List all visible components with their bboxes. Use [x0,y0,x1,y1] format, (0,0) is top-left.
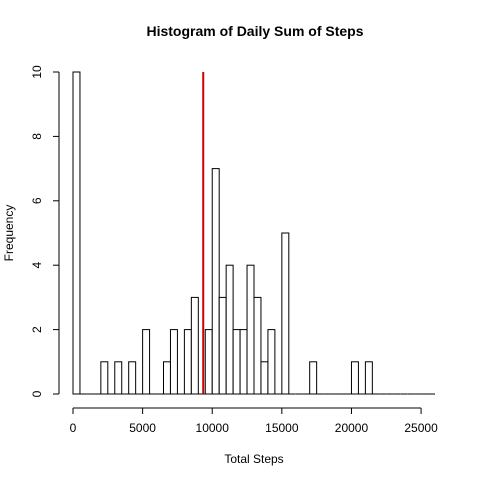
y-tick-label: 6 [30,197,44,204]
histogram-bar [114,361,123,395]
x-tick-label: 10000 [196,421,230,435]
x-tick-label: 5000 [129,421,156,435]
histogram-bar [350,361,359,395]
histogram-bar [364,361,373,395]
histogram-bar [190,296,199,395]
y-tick-label: 2 [30,326,44,333]
x-tick-label: 25000 [404,421,438,435]
x-tick-label: 20000 [335,421,369,435]
histogram-bar [142,329,151,395]
y-tick-label: 10 [30,65,44,79]
histogram-bar [232,329,241,395]
histogram-bar [72,71,81,395]
histogram-bar [128,361,137,395]
histogram-bar [267,329,276,395]
histogram-bar [163,361,171,395]
histogram-bar [100,361,109,395]
x-tick-label: 15000 [265,421,299,435]
y-tick-label: 0 [30,390,44,397]
histogram-bar [281,232,290,395]
histogram-bar [239,329,248,395]
y-tick-label: 8 [30,133,44,140]
bars-group [72,71,435,395]
x-axis-label: Total Steps [224,452,283,466]
histogram-bar [211,168,220,395]
x-tick-label: 0 [70,421,77,435]
histogram-bar [309,361,318,395]
histogram-bar [225,264,234,395]
histogram-bar [260,361,269,395]
chart-title: Histogram of Daily Sum of Steps [146,23,363,39]
y-axis-label: Frequency [2,205,16,262]
histogram-bar [183,329,192,395]
y-tick-label: 4 [30,262,44,269]
axes-group: 0 5000 10000 15000 20000 25000 0 2 4 6 8 10 [30,65,438,435]
histogram-bar [204,329,213,395]
histogram-bar [169,329,178,395]
histogram-bar [253,296,262,395]
histogram-bar [246,264,255,395]
histogram-bar [218,296,227,395]
